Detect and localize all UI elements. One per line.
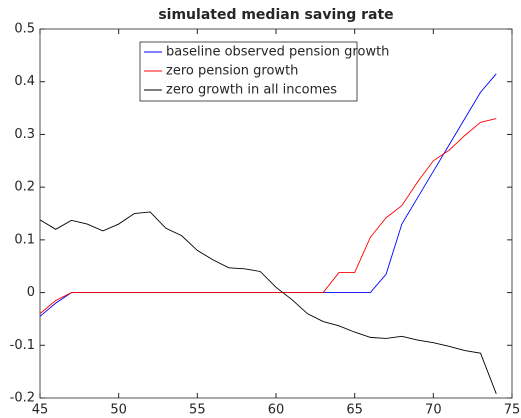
y-tick-label: 0.5 [14,22,35,37]
y-tick-label: 0.1 [14,232,35,247]
chart-title: simulated median saving rate [158,7,393,23]
legend-label: zero pension growth [166,64,298,79]
x-tick-label: 65 [346,403,363,418]
x-tick-label: 70 [425,403,442,418]
x-tick-label: 50 [110,403,127,418]
y-tick-label: 0.4 [14,74,35,89]
x-tick-label: 60 [268,403,285,418]
x-tick-label: 55 [189,403,206,418]
x-tick-label: 45 [32,403,49,418]
y-tick-label: 0 [27,285,35,300]
series-line [39,211,497,394]
series-line [39,118,497,315]
y-tick-label: -0.1 [10,338,35,353]
legend-label: zero growth in all incomes [166,83,337,98]
x-tick-label: 75 [504,403,521,418]
y-tick-label: -0.2 [10,391,35,406]
y-tick-label: 0.2 [14,180,35,195]
legend-box [139,41,358,102]
legend-label: baseline observed pension growth [166,45,389,60]
y-tick-label: 0.3 [14,127,35,142]
